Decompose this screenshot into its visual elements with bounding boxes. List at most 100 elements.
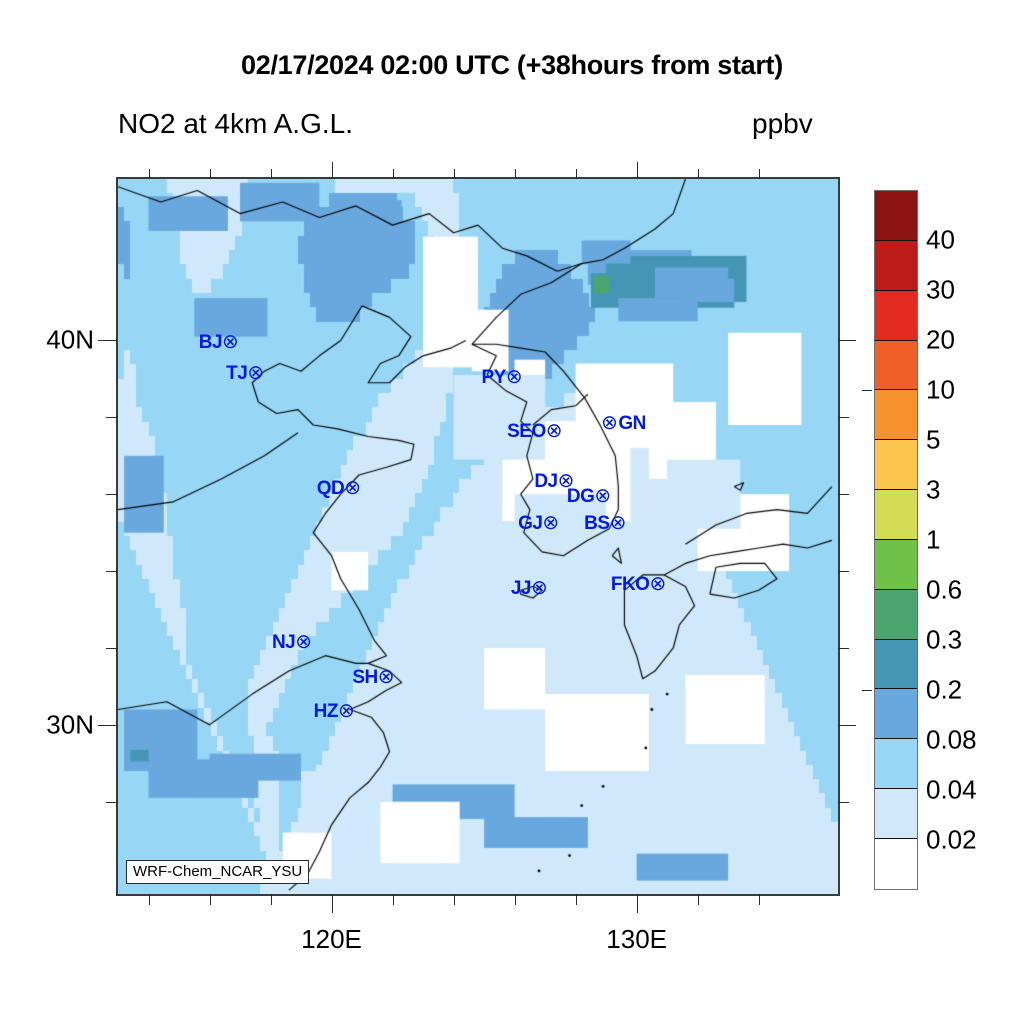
- station-cross-circle-icon: ⊗: [377, 665, 395, 688]
- coastline-overlay: [118, 179, 838, 894]
- y-minor-tick-right: [838, 571, 849, 573]
- colorbar-band-12: [875, 240, 917, 291]
- x-minor-tick-top: [575, 169, 577, 179]
- y-minor-tick-right: [838, 647, 849, 649]
- colorbar-tick-label: 3: [926, 474, 941, 505]
- colorbar-band-0: [875, 838, 917, 889]
- colorbar-band-7: [875, 490, 917, 540]
- y-minor-tick: [106, 571, 118, 573]
- field-title: NO2 at 4km A.G.L.: [118, 108, 353, 139]
- station-cross-circle-icon: ⊗: [542, 511, 559, 534]
- y-minor-tick-right: [838, 801, 849, 803]
- colorbar-band-10: [875, 340, 917, 391]
- x-major-tick: [636, 894, 638, 913]
- station-cross-circle-icon: ⊗: [505, 365, 523, 388]
- station-label: JJ: [510, 578, 532, 600]
- station-marker-bs[interactable]: BS⊗: [584, 513, 626, 533]
- colorbar-band-6: [875, 539, 917, 590]
- station-marker-py[interactable]: PY⊗: [481, 367, 522, 387]
- station-cross-circle-icon: ⊗: [295, 631, 312, 654]
- page-title: 02/17/2024 02:00 UTC (+38hours from star…: [241, 50, 783, 80]
- colorbar-tick-label: 10: [926, 374, 955, 405]
- station-cross-circle-icon: ⊗: [222, 331, 239, 354]
- x-minor-tick-top: [697, 169, 699, 179]
- x-minor-tick-top: [392, 169, 394, 179]
- colorbar-tick-label: 30: [926, 274, 955, 305]
- colorbar-tick-label: 0.2: [926, 674, 963, 705]
- x-minor-tick: [758, 894, 760, 905]
- x-minor-tick-top: [514, 169, 516, 179]
- station-label: TJ: [226, 363, 248, 385]
- y-major-tick-right: [838, 340, 856, 342]
- x-minor-tick-top: [209, 169, 211, 179]
- station-marker-qd[interactable]: QD⊗: [317, 478, 361, 498]
- x-minor-tick: [697, 894, 699, 905]
- station-label: QD: [316, 478, 345, 500]
- colorbar-tick-label: 0.02: [926, 824, 977, 855]
- x-minor-tick: [270, 894, 272, 905]
- units-label: ppbv: [752, 108, 813, 139]
- station-cross-circle-icon: ⊗: [247, 362, 264, 385]
- station-label: GN: [618, 413, 646, 435]
- station-marker-dg[interactable]: DG⊗: [567, 486, 611, 506]
- station-label: DJ: [534, 470, 558, 492]
- y-major-tick: [98, 340, 118, 342]
- x-axis-label: 120E: [301, 924, 362, 954]
- y-minor-tick-right: [838, 494, 849, 496]
- station-marker-gj[interactable]: GJ⊗: [518, 513, 559, 533]
- station-cross-circle-icon: ⊗: [557, 469, 575, 492]
- x-minor-tick-top: [148, 169, 150, 179]
- station-label: DG: [566, 486, 595, 508]
- station-label: HZ: [313, 701, 339, 723]
- colorbar-outer-tick: [862, 390, 872, 391]
- colorbar-tick-label: 5: [926, 424, 941, 455]
- station-label: SEO: [507, 420, 546, 442]
- x-axis-label: 130E: [606, 924, 668, 954]
- y-minor-tick: [106, 494, 118, 496]
- colorbar-tick-label: 40: [926, 224, 955, 255]
- x-minor-tick: [392, 894, 394, 905]
- y-minor-tick-right: [838, 417, 849, 419]
- y-minor-tick: [106, 801, 118, 803]
- colorbar-tick-label: 0.04: [926, 774, 977, 805]
- station-marker-tj[interactable]: TJ⊗: [226, 362, 264, 385]
- station-cross-circle-icon: ⊗: [545, 419, 563, 442]
- station-cross-circle-icon: ⊗: [531, 577, 548, 600]
- colorbar-band-13: [875, 191, 917, 241]
- station-label: FKO: [610, 574, 650, 596]
- y-minor-tick: [106, 647, 118, 649]
- colorbar-band-3: [875, 689, 917, 740]
- station-marker-dj[interactable]: DJ⊗: [534, 471, 574, 491]
- station-marker-hz[interactable]: HZ⊗: [314, 701, 355, 721]
- station-cross-circle-icon: ⊗: [609, 511, 627, 534]
- colorbar-tick-label: 0.3: [926, 624, 963, 655]
- colorbar[interactable]: [874, 190, 918, 890]
- map-plot-area[interactable]: BJ⊗ TJ⊗ QD⊗ NJ⊗ SH⊗ HZ⊗ PY⊗ SEO⊗ ⊗GN DJ⊗ DG⊗ GJ⊗ BS⊗…: [116, 177, 840, 896]
- station-marker-sh[interactable]: SH⊗: [352, 667, 394, 687]
- x-minor-tick-top: [453, 169, 455, 179]
- y-axis-label: 40N: [46, 324, 94, 355]
- y-major-tick: [98, 724, 118, 726]
- x-minor-tick: [575, 894, 577, 905]
- model-watermark: WRF-Chem_NCAR_YSU: [126, 860, 310, 884]
- station-marker-seo[interactable]: SEO⊗: [507, 421, 562, 441]
- station-label: BJ: [198, 332, 223, 354]
- station-label: GJ: [518, 512, 543, 534]
- station-marker-nj[interactable]: NJ⊗: [272, 632, 312, 652]
- x-major-tick-top: [636, 162, 638, 179]
- station-label: SH: [352, 666, 378, 688]
- station-marker-gn[interactable]: ⊗GN: [601, 413, 646, 433]
- y-minor-tick: [106, 417, 118, 419]
- station-marker-bj[interactable]: BJ⊗: [199, 332, 239, 352]
- station-marker-jj[interactable]: JJ⊗: [510, 577, 548, 600]
- x-minor-tick: [514, 894, 516, 905]
- colorbar-tick-label: 1: [926, 524, 941, 555]
- colorbar-band-8: [875, 440, 917, 491]
- colorbar-band-9: [875, 390, 917, 441]
- station-cross-circle-icon: ⊗: [601, 412, 618, 435]
- station-marker-fko[interactable]: FKO⊗: [611, 574, 666, 594]
- colorbar-band-5: [875, 589, 917, 640]
- colorbar-outer-tick: [862, 690, 872, 691]
- station-cross-circle-icon: ⊗: [594, 485, 611, 508]
- colorbar-tick-label: 0.6: [926, 574, 963, 605]
